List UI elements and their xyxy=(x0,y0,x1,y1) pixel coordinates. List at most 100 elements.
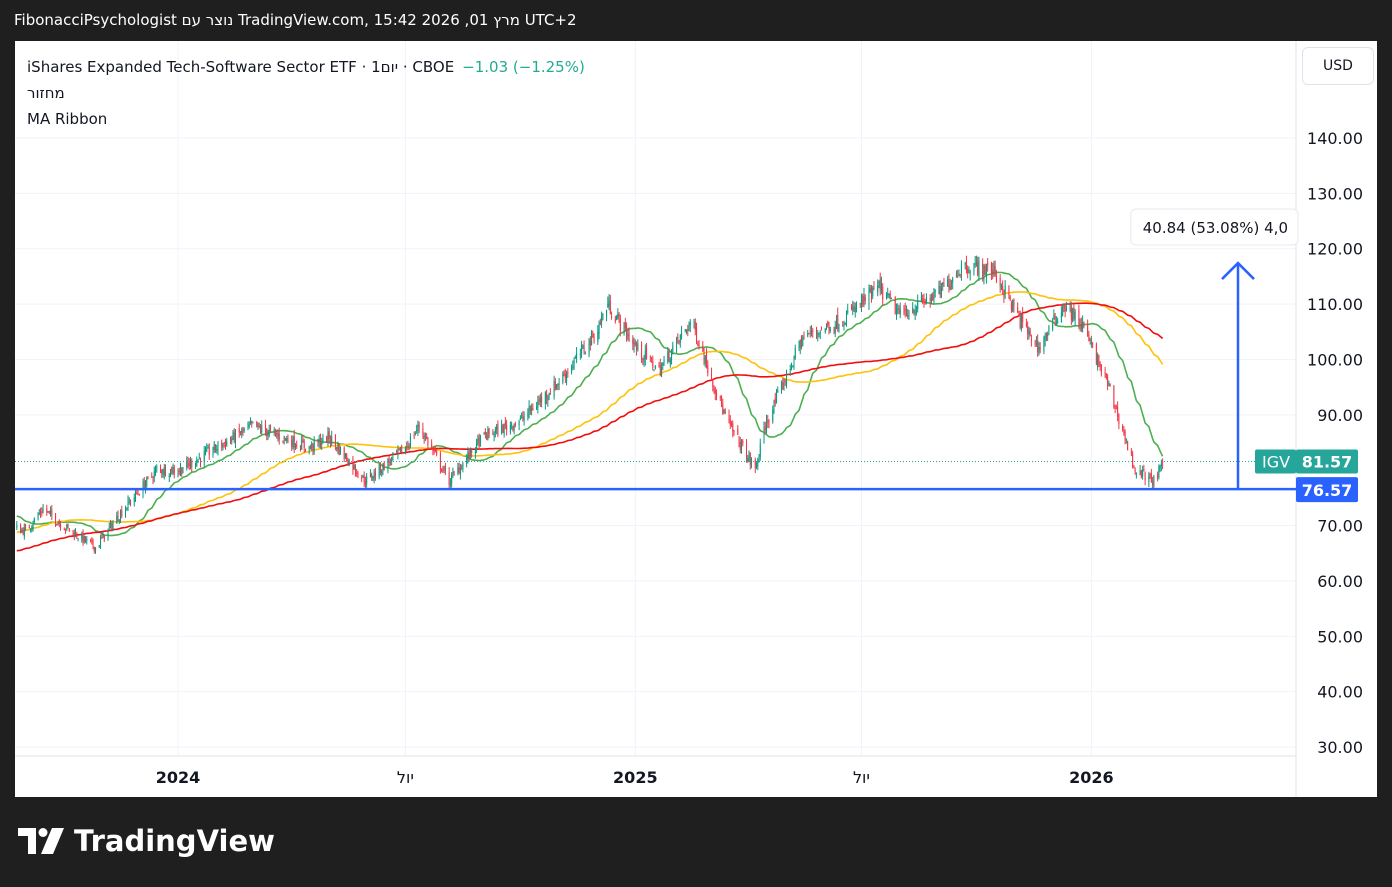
candle-body xyxy=(208,447,210,456)
candle xyxy=(1117,401,1119,422)
candle-body xyxy=(125,508,127,518)
candle xyxy=(1083,321,1085,329)
candle-body xyxy=(652,361,654,368)
candle-body xyxy=(828,324,830,333)
candle xyxy=(810,325,812,337)
candle-body xyxy=(155,469,157,473)
candle-body xyxy=(889,293,891,300)
candle-body xyxy=(845,314,847,323)
candle xyxy=(723,408,725,415)
candle xyxy=(46,504,48,516)
candle xyxy=(671,348,673,365)
candle-body xyxy=(152,478,154,480)
candle xyxy=(721,395,723,408)
candle-body xyxy=(348,459,350,466)
candle xyxy=(147,476,149,480)
candle-body xyxy=(436,451,438,455)
candle-body xyxy=(407,445,409,448)
currency-button[interactable]: USD xyxy=(1302,47,1374,85)
candle-body xyxy=(273,429,275,431)
candle-body xyxy=(548,394,550,396)
candle xyxy=(815,326,817,339)
candle xyxy=(224,438,226,450)
candle-body xyxy=(276,433,278,436)
price-chart[interactable]: 2024 יול 2025 יול 2026 140.00 130.00 120.00 110.… xyxy=(15,41,1377,797)
candle xyxy=(930,293,932,305)
candle xyxy=(818,332,820,338)
candle xyxy=(999,274,1001,293)
ma-ribbon-label[interactable]: MA Ribbon xyxy=(27,110,108,128)
candle xyxy=(634,339,636,347)
candle-body xyxy=(627,334,629,336)
candle xyxy=(802,334,804,347)
candle xyxy=(287,434,289,444)
candle xyxy=(914,304,916,320)
candle xyxy=(311,441,313,452)
candle xyxy=(197,459,199,463)
candle-body xyxy=(985,264,987,277)
candle-body xyxy=(1047,333,1049,337)
candle-body xyxy=(809,331,811,334)
candle-body xyxy=(1073,307,1075,319)
volume-label[interactable]: מחזור xyxy=(27,84,65,102)
price-range-arrow[interactable] xyxy=(1221,261,1255,490)
candle xyxy=(63,527,65,531)
candle-body xyxy=(91,540,93,542)
candle-body xyxy=(783,383,785,387)
y-tick-label: 110.00 xyxy=(1307,295,1363,314)
candle-body xyxy=(702,345,704,352)
candle xyxy=(356,469,358,477)
candle xyxy=(985,263,987,284)
candle xyxy=(329,435,331,448)
candle-body xyxy=(451,474,453,485)
candle-body xyxy=(331,436,333,444)
candle-body xyxy=(116,515,118,524)
candle-body xyxy=(995,275,997,281)
candle-body xyxy=(1045,334,1047,339)
candle-body xyxy=(798,345,800,350)
candle-body xyxy=(1152,481,1154,486)
symbol-title[interactable]: iShares Expanded Tech-Software Sector ET… xyxy=(27,58,455,76)
candle-body xyxy=(444,465,446,471)
candle-body xyxy=(48,510,50,512)
candle-body xyxy=(853,306,855,311)
candle xyxy=(286,435,288,444)
candle xyxy=(378,463,380,480)
candle xyxy=(189,456,191,470)
candle xyxy=(975,255,977,267)
candle-body xyxy=(372,477,374,481)
candle-body xyxy=(626,326,628,338)
candle-body xyxy=(838,326,840,331)
candle xyxy=(226,437,228,447)
candle xyxy=(397,445,399,460)
candle xyxy=(107,528,109,541)
candle xyxy=(957,269,959,278)
candle xyxy=(449,478,451,488)
candle xyxy=(1115,404,1117,410)
candle xyxy=(782,378,784,390)
candle xyxy=(949,278,951,291)
candle-body xyxy=(171,467,173,474)
candle-body xyxy=(527,413,529,418)
candle-body xyxy=(1132,453,1134,468)
candle xyxy=(676,336,678,354)
candle-body xyxy=(637,343,639,350)
candle xyxy=(707,360,709,377)
candle xyxy=(623,322,625,336)
candle-body xyxy=(658,363,660,367)
candle-body xyxy=(914,311,916,314)
candle xyxy=(591,330,593,346)
candle xyxy=(1134,467,1136,475)
candle-body xyxy=(354,466,356,473)
candle xyxy=(125,505,127,518)
chart-panel[interactable]: 2024 יול 2025 יול 2026 140.00 130.00 120.00 110.… xyxy=(15,41,1377,797)
candle xyxy=(372,475,374,482)
candle xyxy=(1038,341,1040,356)
candle xyxy=(1045,332,1047,342)
candle xyxy=(662,362,664,371)
candle xyxy=(1070,301,1072,326)
candle xyxy=(182,466,184,474)
tradingview-logo[interactable]: TradingView xyxy=(18,824,275,858)
candle xyxy=(738,435,740,448)
candle xyxy=(781,380,783,394)
